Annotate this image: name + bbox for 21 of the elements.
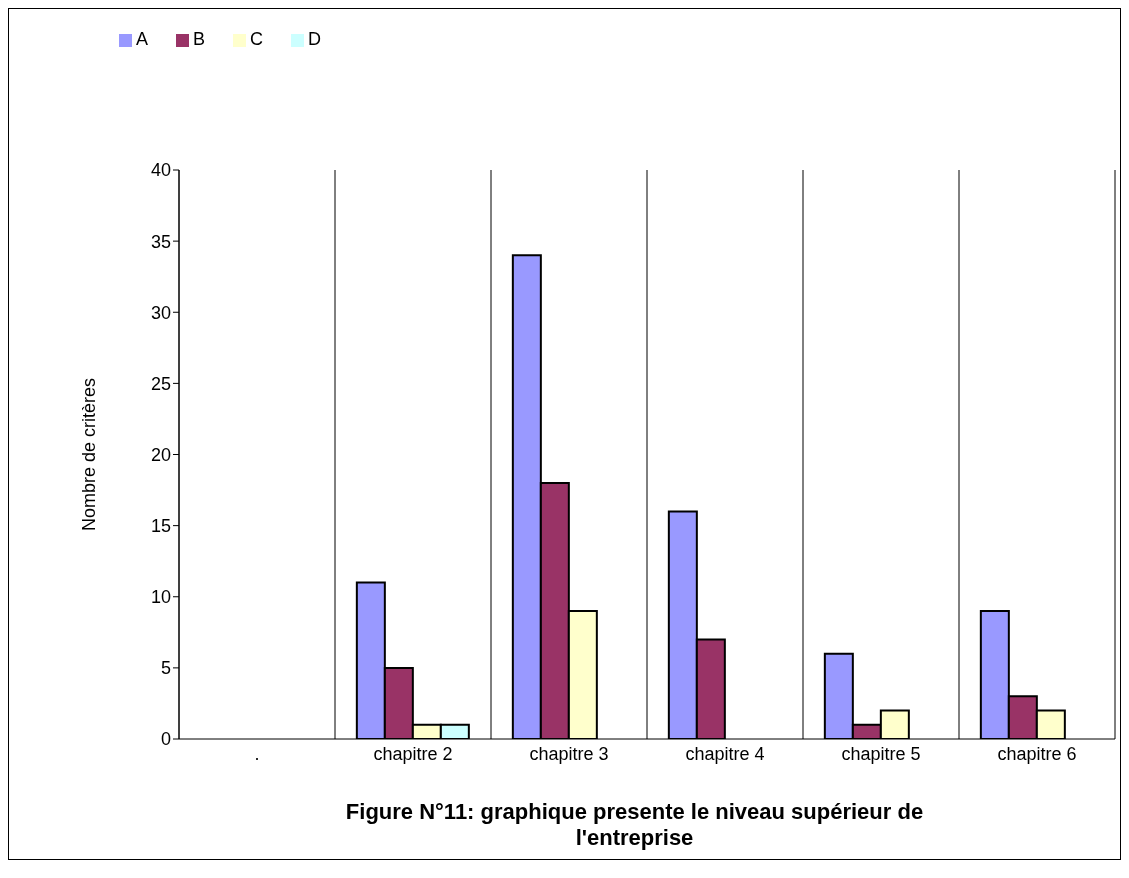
x-tick-label: chapitre 5 — [841, 743, 921, 764]
legend-label: B — [193, 29, 206, 49]
y-tick-label: 15 — [150, 516, 171, 537]
x-tick-label: chapitre 6 — [997, 743, 1077, 764]
y-tick-label: 10 — [150, 587, 171, 608]
x-tick-label: chapitre 3 — [529, 743, 609, 764]
y-tick-label: 5 — [160, 658, 171, 679]
y-tick-label: 25 — [150, 373, 171, 394]
legend-label: A — [136, 29, 149, 49]
x-tick-label: . — [254, 743, 260, 764]
legend-label: C — [250, 29, 264, 49]
text: Figure N°11: graphique presente le niveau supérieur de l'entreprise — [344, 799, 925, 851]
x-tick-label: chapitre 4 — [685, 743, 765, 764]
y-tick-label: 35 — [150, 231, 171, 252]
y-tick-label: 20 — [150, 444, 171, 465]
legend-label: D — [308, 29, 322, 49]
y-tick-label: 0 — [160, 729, 171, 750]
y-axis-title: Nombre de critères — [79, 377, 100, 532]
x-tick-label: chapitre 2 — [373, 743, 453, 764]
y-tick-label: 40 — [150, 160, 171, 181]
y-tick-label: 30 — [150, 302, 171, 323]
